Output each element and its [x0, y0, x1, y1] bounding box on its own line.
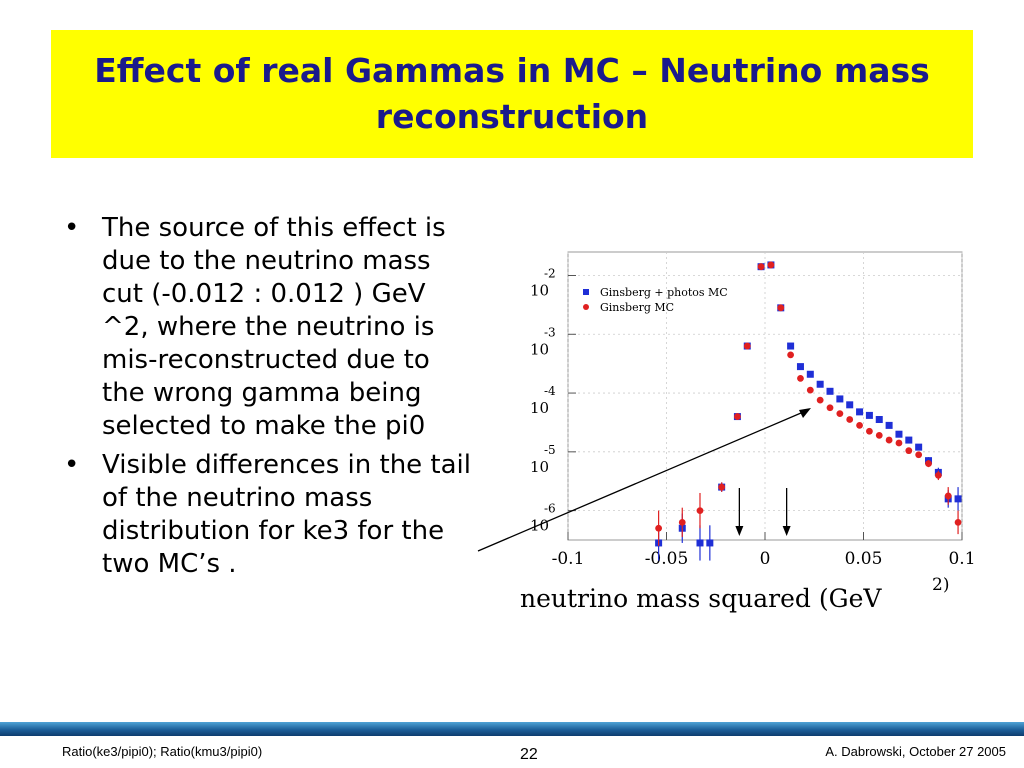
y-tick-label-base: 10	[530, 340, 549, 358]
data-point-circle	[954, 518, 962, 526]
data-point-square	[696, 539, 704, 547]
x-tick-label: -0.05	[645, 549, 689, 569]
data-point-square	[856, 408, 864, 416]
data-point-circle	[875, 431, 883, 439]
footer-right-text: A. Dabrowski, October 27 2005	[825, 744, 1006, 759]
y-tick-label-base: 10	[530, 458, 549, 476]
data-point-square	[895, 430, 903, 438]
data-point-circle	[743, 342, 751, 350]
data-point-square	[706, 539, 714, 547]
data-point-circle	[718, 483, 726, 491]
bullet-text: The source of this effect is due to the …	[102, 213, 446, 441]
x-axis-title: neutrino mass squared (GeV	[520, 584, 882, 613]
data-point-square	[846, 401, 854, 409]
x-tick-label: 0.1	[948, 549, 975, 569]
y-tick-label-exponent: -2	[544, 267, 556, 281]
data-point-square	[826, 387, 834, 395]
data-point-square	[836, 395, 844, 403]
data-point-square	[796, 363, 804, 371]
data-point-circle	[895, 439, 903, 447]
data-point-circle	[905, 447, 913, 455]
x-tick-label: 0.05	[845, 549, 883, 569]
y-tick-label-base: 10	[530, 399, 549, 417]
data-point-square	[954, 495, 962, 503]
data-point-circle	[816, 396, 824, 404]
legend-marker-circle	[583, 304, 589, 310]
data-point-circle	[934, 471, 942, 479]
data-point-circle	[678, 518, 686, 526]
data-point-circle	[866, 427, 873, 435]
bullet-glyph: •	[64, 213, 80, 243]
cut-arrow-head	[735, 526, 744, 536]
data-point-circle	[757, 263, 765, 271]
data-point-circle	[767, 261, 775, 269]
y-tick-label-base: 10	[530, 517, 549, 535]
legend-marker-square	[583, 289, 589, 295]
data-point-circle	[826, 404, 834, 412]
data-point-circle	[915, 451, 923, 459]
x-tick-label: -0.1	[552, 549, 585, 569]
data-point-circle	[787, 351, 795, 359]
annotation-arrow-head	[799, 408, 811, 418]
y-tick-label-base: 10	[530, 282, 549, 300]
data-point-circle	[806, 386, 814, 394]
x-tick-label: 0	[760, 549, 771, 569]
data-point-circle	[797, 374, 804, 382]
data-point-circle	[734, 413, 741, 420]
legend-label: Ginsberg MC	[600, 301, 674, 314]
bullet-glyph: •	[64, 450, 80, 480]
cut-arrow-head	[782, 526, 791, 536]
slide-title: Effect of real Gammas in MC – Neutrino m…	[94, 51, 930, 136]
y-tick-label-exponent: -6	[544, 502, 556, 516]
data-point-square	[806, 370, 814, 378]
data-point-circle	[836, 410, 844, 418]
footer-left-text: Ratio(ke3/pipi0); Ratio(kmu3/pipi0)	[62, 744, 263, 759]
y-tick-label-exponent: -4	[544, 384, 556, 398]
data-point-square	[875, 416, 883, 424]
neutrino-mass-chart: -0.1 -0.05 0 0.05 0.110-210-310-410-510-6Gin…	[520, 251, 976, 613]
bullet-item: • Visible differences in the tail of the…	[58, 449, 478, 581]
data-point-circle	[944, 492, 952, 500]
data-point-square	[885, 421, 893, 429]
annotation-arrow-line	[477, 409, 809, 552]
data-point-square	[787, 342, 795, 350]
footer-bar	[0, 722, 1024, 736]
data-point-circle	[777, 304, 785, 312]
y-tick-label-exponent: -3	[544, 325, 556, 339]
y-tick-label-exponent: -5	[544, 443, 556, 457]
data-point-square	[905, 436, 913, 444]
data-point-square	[915, 443, 923, 451]
title-box: Effect of real Gammas in MC – Neutrino m…	[51, 30, 973, 158]
data-point-circle	[925, 460, 932, 467]
data-point-circle	[856, 421, 863, 429]
x-axis-title-superscript: 2)	[932, 575, 949, 595]
data-point-circle	[696, 507, 704, 515]
data-point-circle	[846, 416, 854, 423]
page-number: 22	[520, 746, 538, 763]
data-point-square	[816, 380, 824, 388]
data-point-circle	[885, 436, 893, 444]
bullet-list: • The source of this effect is due to th…	[58, 212, 478, 587]
bullet-text: Visible differences in the tail of the n…	[102, 450, 472, 579]
data-point-square	[865, 411, 873, 419]
data-point-circle	[655, 524, 663, 532]
bullet-item: • The source of this effect is due to th…	[58, 212, 478, 443]
legend-label: Ginsberg + photos MC	[600, 286, 728, 299]
